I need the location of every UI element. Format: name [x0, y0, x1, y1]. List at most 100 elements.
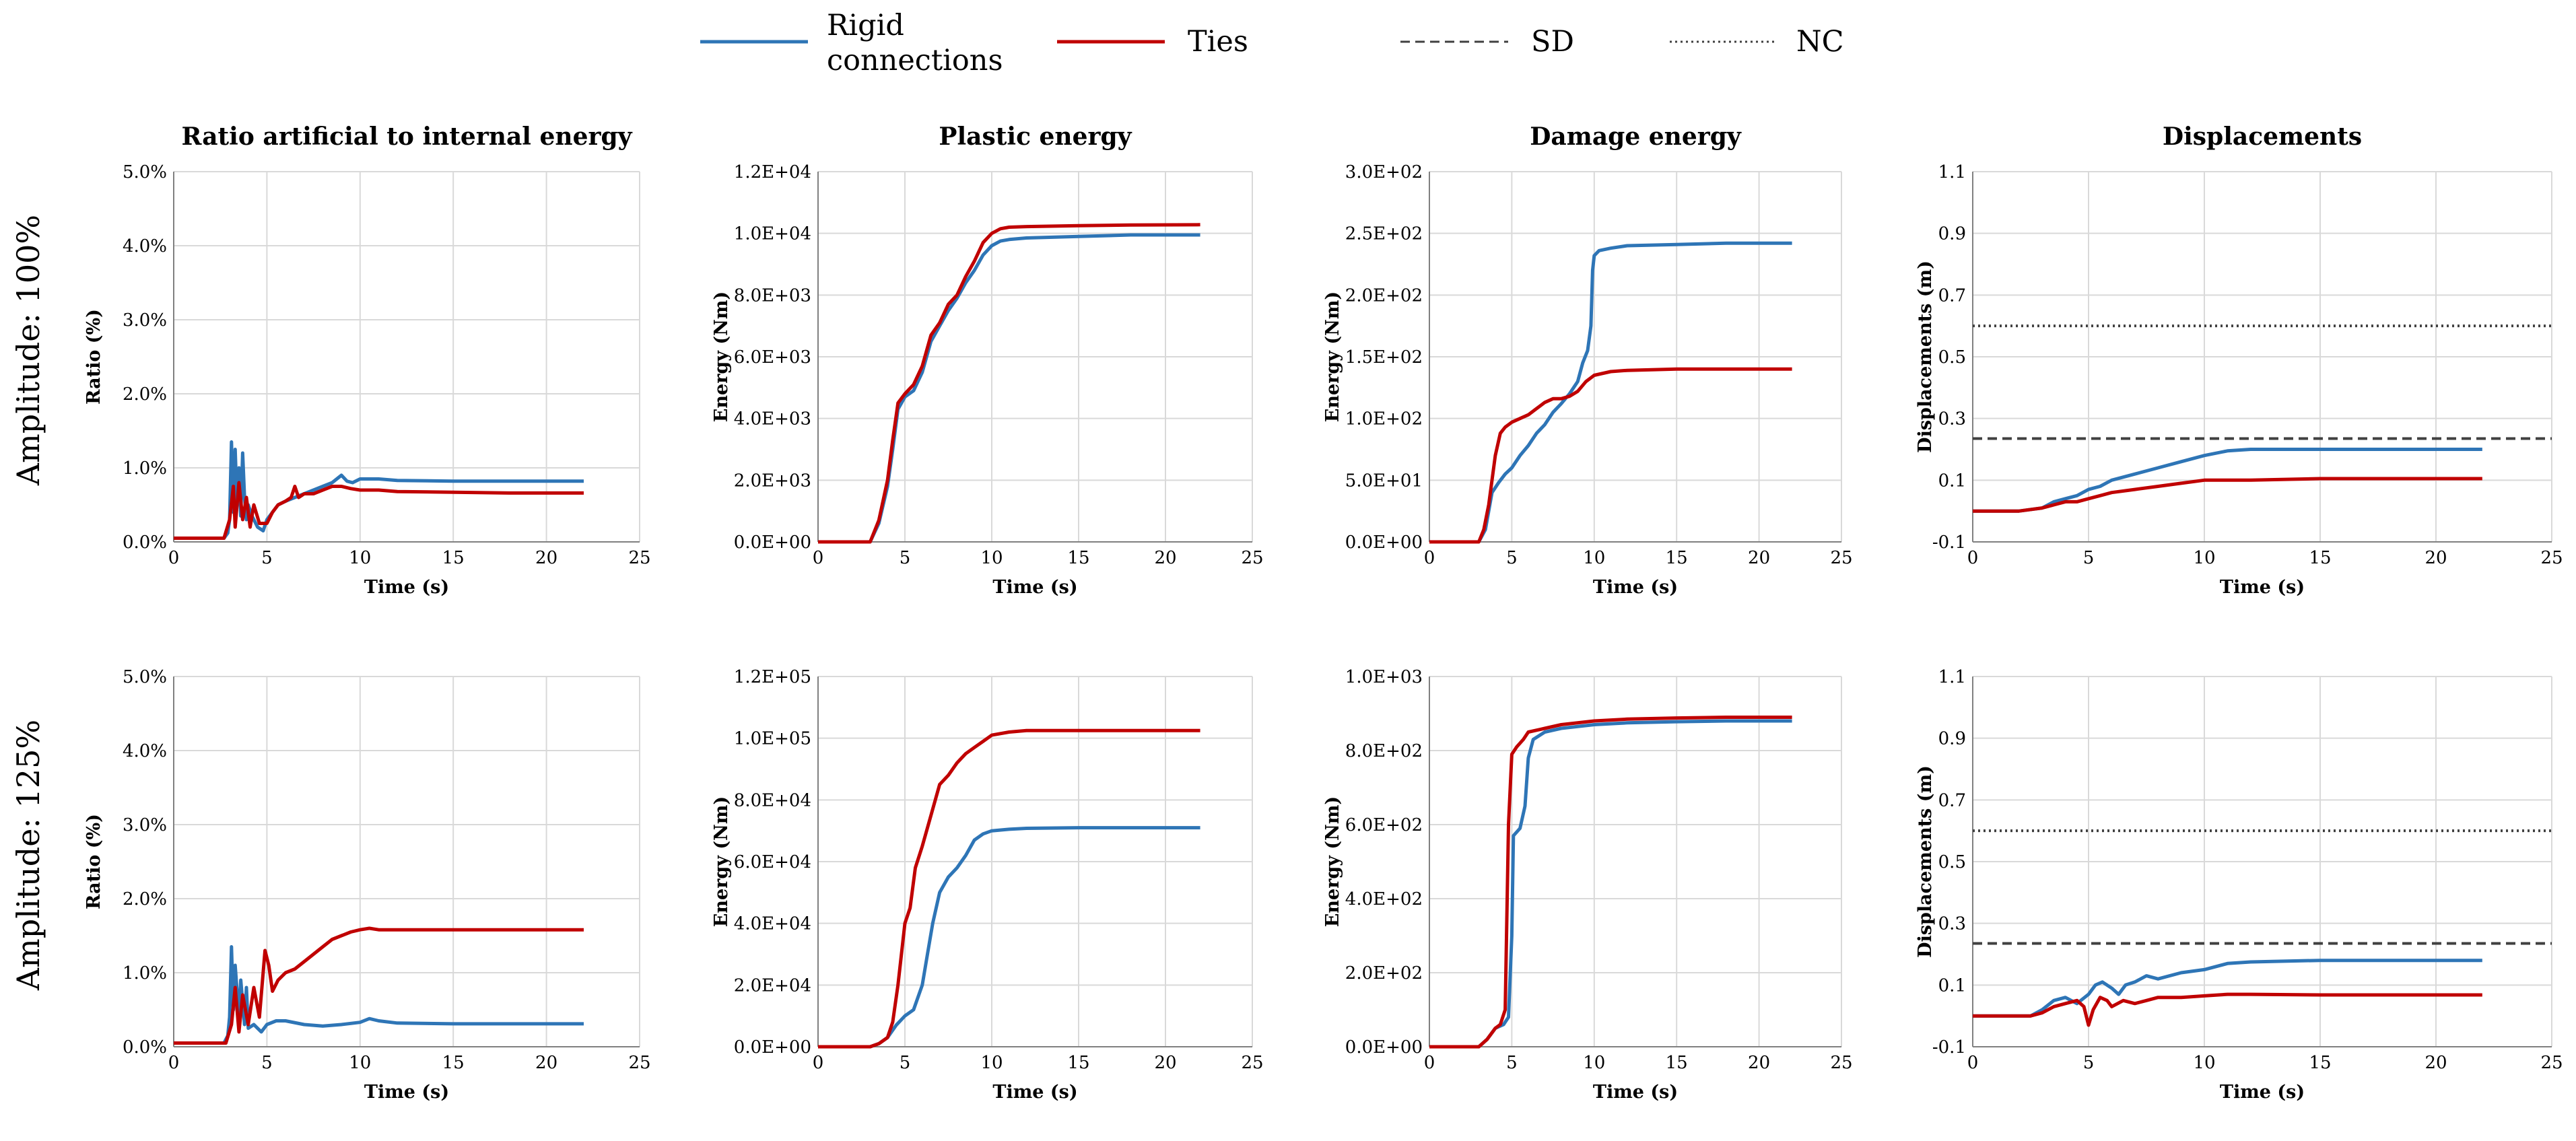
legend-nc-label: NC [1796, 25, 1844, 59]
x-tick-label: 15 [442, 1053, 465, 1073]
x-tick-label: 15 [1666, 548, 1688, 568]
x-tick-label: 15 [2309, 548, 2331, 568]
x-tick-label: 10 [980, 1053, 1003, 1073]
x-tick-label: 10 [2193, 1053, 2215, 1073]
y-tick-label: 1.2E+05 [734, 667, 811, 687]
y-tick-label: 5.0% [123, 162, 167, 182]
x-tick-label: 25 [628, 1053, 650, 1073]
chart-title: Ratio artificial to internal energy [181, 123, 632, 151]
y-tick-label: 0.1 [1938, 975, 1966, 996]
x-tick-label: 15 [2309, 1053, 2331, 1073]
y-tick-label: 5.0E+01 [1345, 471, 1423, 491]
x-axis-label: Time (s) [992, 1082, 1077, 1103]
y-tick-label: 8.0E+03 [734, 285, 811, 306]
x-tick-label: 20 [1154, 1053, 1176, 1073]
y-tick-label: 0.0% [123, 532, 167, 553]
x-tick-label: 25 [1830, 548, 1852, 568]
y-tick-label: 1.5E+02 [1345, 347, 1423, 368]
y-tick-label: 3.0% [123, 815, 167, 835]
x-tick-label: 25 [1830, 1053, 1852, 1073]
series-line-rigid-connections [818, 233, 1200, 544]
x-tick-label: 5 [1506, 548, 1518, 568]
y-tick-label: 0.5 [1938, 347, 1966, 368]
y-tick-label: 1.0E+04 [734, 224, 811, 244]
y-axis-label: Ratio (%) [83, 814, 104, 909]
x-tick-label: 25 [2540, 548, 2563, 568]
x-tick-label: 10 [349, 548, 371, 568]
y-tick-label: 0.0E+00 [1345, 1037, 1423, 1058]
legend: Rigid connections Ties SD NC [700, 9, 1844, 77]
y-tick-label: 4.0% [123, 236, 167, 256]
y-axis-label: Energy (Nm) [1322, 291, 1343, 422]
y-tick-label: 0.0E+00 [734, 1037, 811, 1058]
x-tick-label: 20 [1154, 548, 1176, 568]
y-axis-label: Energy (Nm) [711, 796, 732, 927]
series-line-ties [174, 481, 584, 540]
x-tick-label: 0 [813, 548, 824, 568]
x-tick-label: 20 [535, 1053, 557, 1073]
chart-r0c3: 0 5 10 15 20 25 -0.1 0.1 0.3 0.5 0.7 0.9 1.1 Displace… [1915, 123, 2563, 598]
series-line-ties [818, 223, 1200, 544]
x-tick-label: 5 [261, 1053, 273, 1073]
y-tick-label: 0.0% [123, 1037, 167, 1058]
y-tick-label: 6.0E+02 [1345, 815, 1423, 835]
x-tick-label: 0 [1967, 1053, 1979, 1073]
x-axis-label: Time (s) [364, 1082, 449, 1103]
y-tick-label: 8.0E+02 [1345, 741, 1423, 761]
x-axis-label: Time (s) [1593, 577, 1678, 598]
x-tick-label: 25 [1241, 1053, 1263, 1073]
y-tick-label: 0.5 [1938, 852, 1966, 872]
x-tick-label: 25 [628, 548, 650, 568]
y-tick-label: 5.0% [123, 667, 167, 687]
x-tick-label: 0 [1424, 548, 1435, 568]
x-tick-label: 5 [261, 548, 273, 568]
y-tick-label: -0.1 [1932, 1037, 1966, 1058]
x-tick-label: 20 [1748, 1053, 1770, 1073]
x-tick-label: 10 [1583, 548, 1605, 568]
chart-title: Plastic energy [939, 123, 1132, 151]
row-label-amplitude-125: Amplitude: 125% [10, 720, 46, 991]
y-tick-label: -0.1 [1932, 532, 1966, 553]
y-tick-label: 3.0% [123, 310, 167, 331]
x-tick-label: 0 [168, 1053, 180, 1073]
y-tick-label: 4.0E+04 [734, 914, 811, 934]
series-line-ties [818, 728, 1200, 1049]
y-tick-label: 2.0E+02 [1345, 963, 1423, 983]
x-axis-label: Time (s) [1593, 1082, 1678, 1103]
chart-r1c1: 0 5 10 15 20 25 0.0E+00 2.0E+04 4.0E+04 6.0E+04 8.… [711, 667, 1264, 1103]
legend-ties-label: Ties [1188, 25, 1248, 59]
x-axis-label: Time (s) [992, 577, 1077, 598]
y-axis-label: Energy (Nm) [1322, 796, 1343, 927]
series-line-ties [1973, 477, 2482, 513]
series-line-rigid-connections [174, 945, 584, 1045]
series-line-ties [1973, 992, 2482, 1027]
legend-rigid-label-line2: connections [827, 44, 1003, 77]
x-tick-label: 20 [1748, 548, 1770, 568]
y-tick-label: 0.7 [1938, 790, 1966, 810]
x-tick-label: 20 [535, 548, 557, 568]
y-tick-label: 4.0E+02 [1345, 889, 1423, 909]
series-line-rigid-connections [818, 826, 1200, 1049]
y-tick-label: 8.0E+04 [734, 790, 811, 810]
y-tick-label: 2.0% [123, 889, 167, 909]
series-line-rigid-connections [1973, 959, 2482, 1018]
y-tick-label: 0.9 [1938, 224, 1966, 244]
y-tick-label: 1.0% [123, 458, 167, 479]
series-line-rigid-connections [1429, 719, 1792, 1049]
y-tick-label: 1.1 [1938, 162, 1966, 182]
y-tick-label: 2.0E+03 [734, 471, 811, 491]
chart-title: Displacements [2163, 123, 2362, 151]
x-tick-label: 5 [900, 548, 911, 568]
y-tick-label: 0.3 [1938, 409, 1966, 429]
x-tick-label: 10 [980, 548, 1003, 568]
x-tick-label: 0 [1967, 548, 1979, 568]
y-tick-label: 2.0E+02 [1345, 285, 1423, 306]
x-tick-label: 0 [168, 548, 180, 568]
charts-grid: 0 5 10 15 20 25 0.0% 1.0% 2.0% 3.0% 4.0% 5.0% Ratio … [83, 123, 2563, 1103]
y-tick-label: 0.0E+00 [1345, 532, 1423, 553]
y-axis-label: Energy (Nm) [711, 291, 732, 422]
y-axis-label: Displacements (m) [1915, 261, 1936, 453]
series-line-rigid-connections [1973, 448, 2482, 513]
chart-r1c2: 0 5 10 15 20 25 0.0E+00 2.0E+02 4.0E+02 6.0E+02 8.… [1322, 667, 1853, 1103]
chart-r1c0: 0 5 10 15 20 25 0.0% 1.0% 2.0% 3.0% 4.0% 5.0% Time (… [83, 667, 651, 1103]
